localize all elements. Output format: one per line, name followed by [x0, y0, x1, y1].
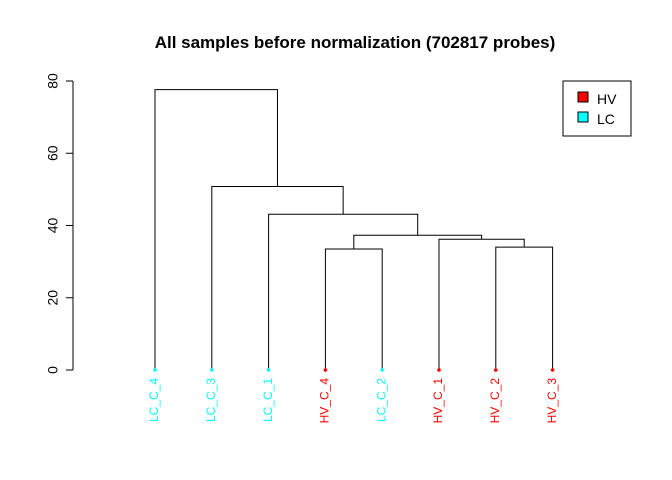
y-tick-label-20: 20	[45, 290, 61, 306]
dendrogram-leaves: LC_C_4 LC_C_3 LC_C_1 HV_C_4 LC_C_2 HV_C_1 HV_C…	[147, 368, 559, 423]
leaf-label-HV_C_1: HV_C_1	[431, 378, 445, 424]
leaf-label-LC_C_3: LC_C_3	[204, 378, 218, 422]
leaf-label-LC_C_4: LC_C_4	[147, 378, 161, 422]
legend-label-lc: LC	[597, 111, 615, 127]
dendrogram-branches	[154, 89, 554, 370]
leaf-point-LC_C_2	[380, 368, 385, 372]
leaf-point-HV_C_3	[550, 368, 555, 372]
branch-m1	[324, 248, 383, 370]
leaf-point-HV_C_1	[437, 368, 441, 372]
leaf-label-LC_C_1: LC_C_1	[261, 378, 275, 422]
branch-m2	[495, 246, 554, 370]
leaf-point-LC_C_4	[153, 368, 157, 372]
chart-title: All samples before normalization (702817…	[155, 33, 556, 52]
leaf-point-HV_C_4	[323, 368, 328, 372]
leaf-label-HV_C_3: HV_C_3	[545, 378, 559, 424]
leaf-label-HV_C_4: HV_C_4	[318, 378, 332, 424]
branch-m4	[353, 234, 483, 249]
legend: HV LC	[562, 80, 632, 137]
y-axis-ticks: 0 20 40 60 80	[45, 73, 73, 374]
leaf-point-LC_C_1	[266, 368, 271, 372]
y-tick-label-60: 60	[45, 145, 61, 161]
legend-swatch-lc	[577, 111, 589, 123]
leaf-label-LC_C_2: LC_C_2	[374, 378, 388, 422]
y-tick-label-0: 0	[45, 366, 61, 374]
leaf-point-HV_C_2	[494, 368, 498, 372]
y-tick-label-80: 80	[45, 73, 61, 89]
y-tick-label-40: 40	[45, 218, 61, 234]
legend-box	[562, 80, 632, 137]
legend-label-hv: HV	[597, 91, 617, 107]
legend-swatch-hv	[577, 91, 589, 103]
branch-m5	[268, 213, 419, 370]
branch-m7	[154, 89, 278, 370]
leaf-label-HV_C_2: HV_C_2	[488, 378, 502, 424]
leaf-point-LC_C_3	[210, 368, 214, 372]
branch-m3	[438, 238, 525, 370]
